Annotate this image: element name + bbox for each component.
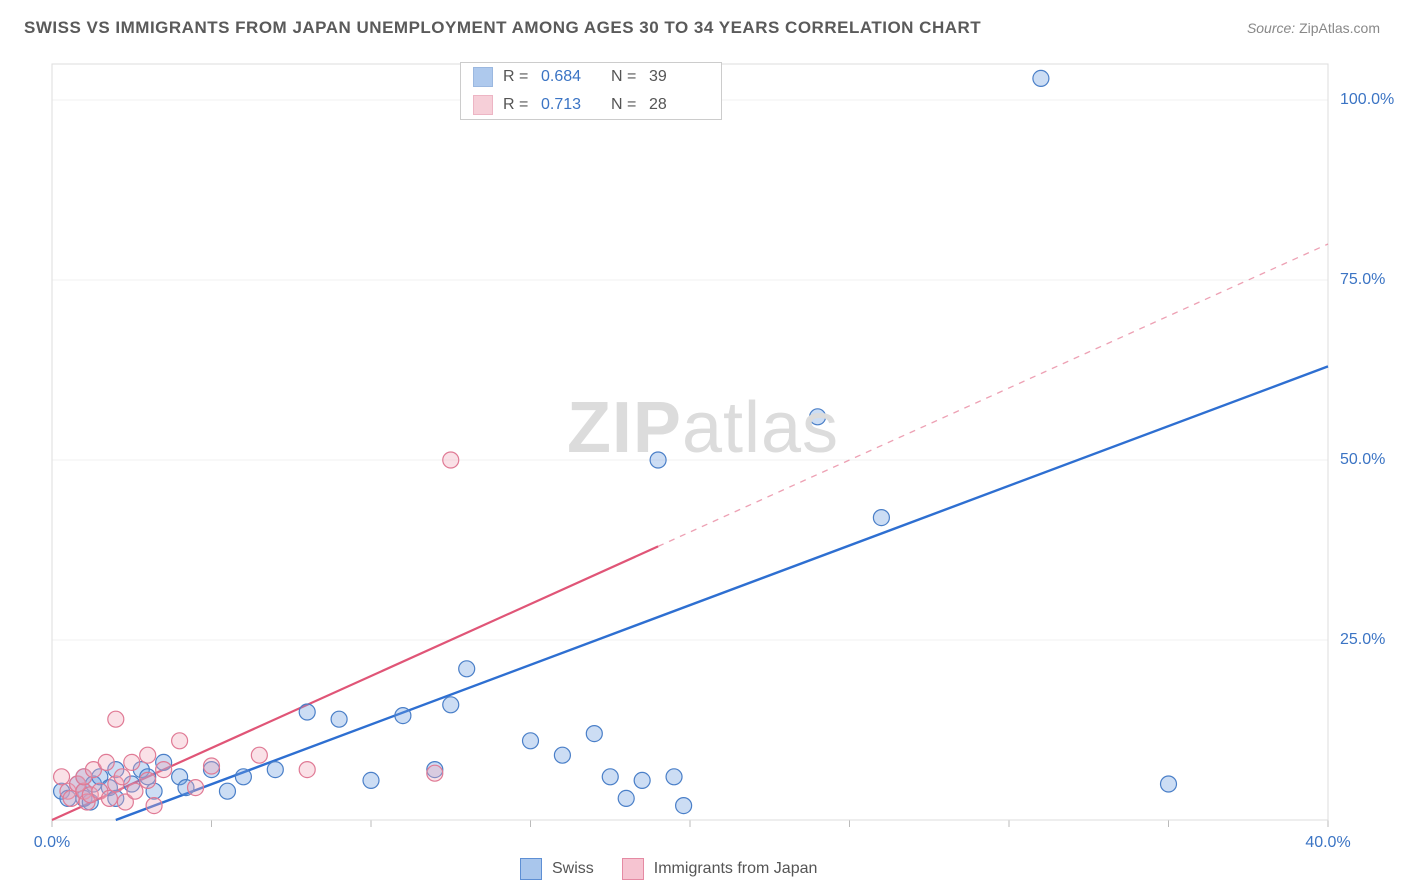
- stats-swatch: [473, 67, 493, 87]
- stats-r-label: R =: [503, 96, 531, 114]
- legend: Swiss Immigrants from Japan: [520, 858, 835, 880]
- legend-label: Swiss: [552, 860, 594, 878]
- y-tick-label: 50.0%: [1340, 451, 1385, 469]
- stats-n-label: N =: [611, 68, 639, 86]
- legend-swatch: [520, 858, 542, 880]
- stats-r-value: 0.713: [541, 96, 601, 114]
- correlation-stats-box: R = 0.684 N = 39 R = 0.713 N = 28: [460, 62, 722, 120]
- chart-title: SWISS VS IMMIGRANTS FROM JAPAN UNEMPLOYM…: [24, 18, 981, 38]
- source-label: Source:: [1247, 20, 1295, 36]
- legend-label: Immigrants from Japan: [654, 860, 818, 878]
- source-attribution: Source: ZipAtlas.com: [1247, 20, 1380, 36]
- scatter-plot: [48, 60, 1388, 850]
- stats-row: R = 0.713 N = 28: [461, 91, 721, 119]
- stats-n-label: N =: [611, 96, 639, 114]
- stats-row: R = 0.684 N = 39: [461, 63, 721, 91]
- stats-r-label: R =: [503, 68, 531, 86]
- stats-swatch: [473, 95, 493, 115]
- stats-n-value: 28: [649, 96, 709, 114]
- y-tick-label: 25.0%: [1340, 631, 1385, 649]
- source-value: ZipAtlas.com: [1299, 20, 1380, 36]
- y-tick-label: 75.0%: [1340, 271, 1385, 289]
- stats-r-value: 0.684: [541, 68, 601, 86]
- legend-swatch: [622, 858, 644, 880]
- y-tick-label: 100.0%: [1340, 91, 1394, 109]
- x-tick-label: 0.0%: [34, 834, 70, 852]
- x-tick-label: 40.0%: [1305, 834, 1350, 852]
- stats-n-value: 39: [649, 68, 709, 86]
